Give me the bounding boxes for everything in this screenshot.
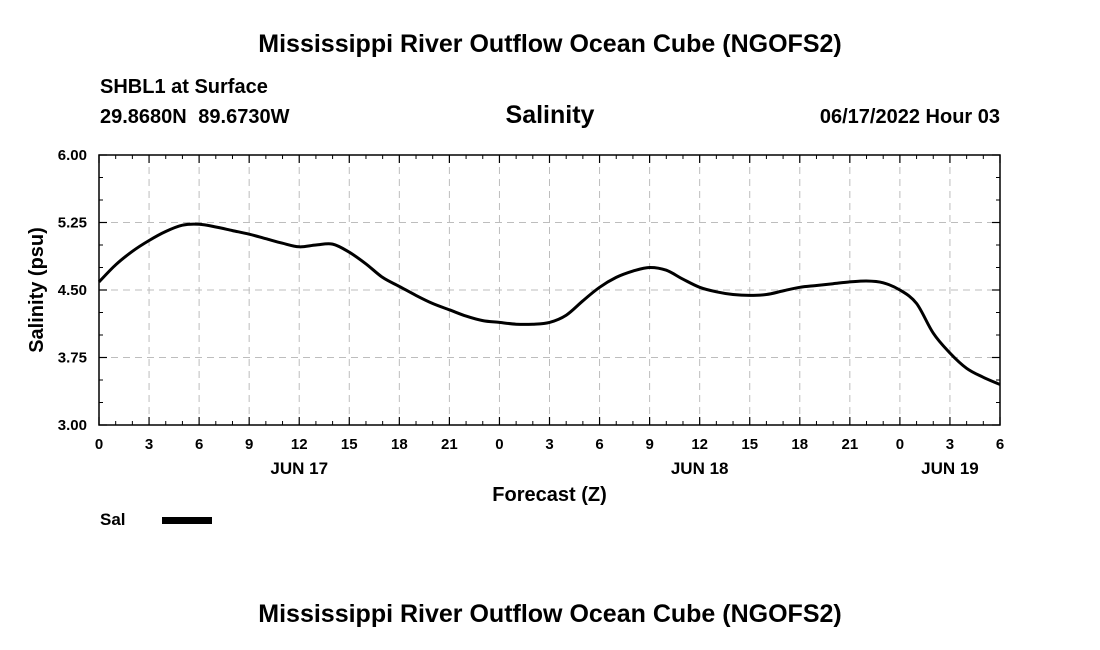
salinity-chart: 0 3 6 9 12 15 18 21 0 3 6 9 12 15 18 21 0 3 6 3.00 3.75 4.50 5… xyxy=(26,147,1004,506)
variable-title: Salinity xyxy=(505,101,595,129)
legend-label: Sal xyxy=(100,510,126,529)
x-tick-label: 9 xyxy=(645,436,653,453)
legend-line-swatch xyxy=(162,517,212,524)
chart-footer-title: Mississippi River Outflow Ocean Cube (NG… xyxy=(258,600,842,628)
x-tick-label: 0 xyxy=(896,436,904,453)
x-date-label: JUN 19 xyxy=(921,459,979,478)
x-tick-label: 12 xyxy=(691,436,708,453)
station-label: SHBL1 at Surface xyxy=(100,76,268,98)
axis-labels: 0 3 6 9 12 15 18 21 0 3 6 9 12 15 18 21 0 3 6 3.00 3.75 4.50 5… xyxy=(58,147,1004,478)
x-tick-label: 15 xyxy=(741,436,758,453)
model-run-time: 06/17/2022 Hour 03 xyxy=(819,106,1000,128)
x-tick-label: 18 xyxy=(791,436,808,453)
x-tick-label: 3 xyxy=(946,436,954,453)
x-tick-label: 6 xyxy=(996,436,1004,453)
x-axis-title: Forecast (Z) xyxy=(492,484,606,506)
x-tick-label: 3 xyxy=(545,436,553,453)
x-tick-label: 15 xyxy=(341,436,358,453)
plot-frame xyxy=(98,154,1001,426)
y-tick-label: 5.25 xyxy=(58,215,87,232)
x-tick-label: 0 xyxy=(495,436,503,453)
chart-main-title: Mississippi River Outflow Ocean Cube (NG… xyxy=(258,30,842,58)
x-date-label: JUN 17 xyxy=(270,459,328,478)
x-tick-label: 6 xyxy=(195,436,203,453)
x-tick-label: 21 xyxy=(441,436,458,453)
x-date-label: JUN 18 xyxy=(671,459,729,478)
x-tick-label: 0 xyxy=(95,436,103,453)
y-tick-label: 3.00 xyxy=(58,417,87,434)
x-tick-label: 12 xyxy=(291,436,308,453)
y-tick-label: 6.00 xyxy=(58,147,87,164)
y-axis-title: Salinity (psu) xyxy=(26,227,48,353)
station-coordinates: 29.8680N 89.6730W xyxy=(100,106,290,128)
y-tick-label: 4.50 xyxy=(58,282,87,299)
series-line-sal xyxy=(97,222,1001,386)
x-tick-label: 9 xyxy=(245,436,253,453)
y-tick-label: 3.75 xyxy=(58,350,87,367)
x-tick-label: 6 xyxy=(595,436,603,453)
x-tick-label: 21 xyxy=(841,436,858,453)
x-tick-label: 3 xyxy=(145,436,153,453)
x-tick-label: 18 xyxy=(391,436,408,453)
grid-lines xyxy=(99,155,1000,425)
